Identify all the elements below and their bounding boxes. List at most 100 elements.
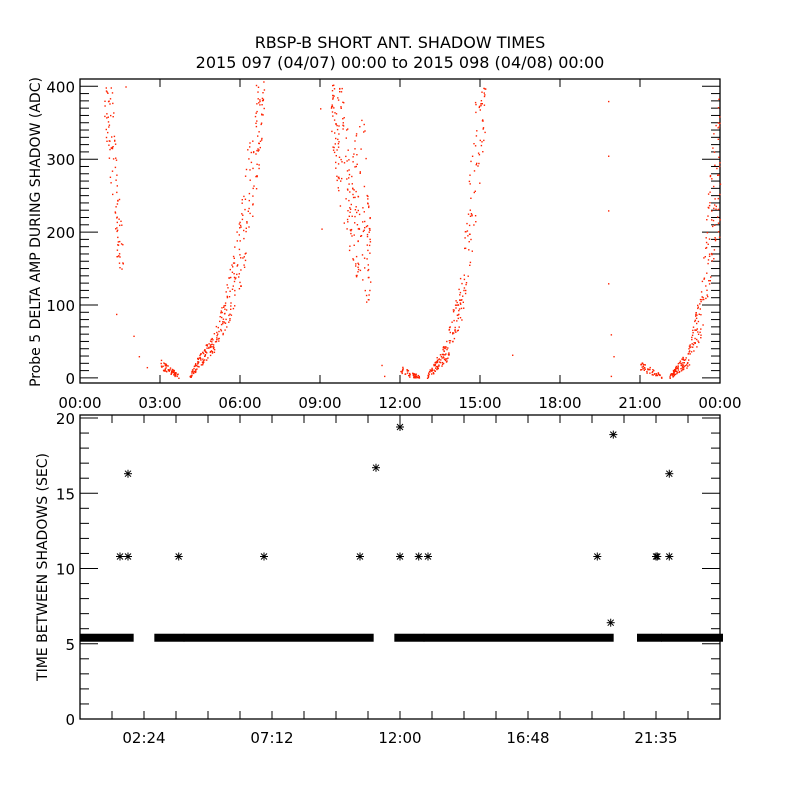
data-point [236, 240, 238, 242]
data-point [173, 372, 175, 374]
data-point [116, 249, 119, 251]
data-point [255, 84, 258, 87]
data-point [413, 375, 415, 378]
data-point [480, 104, 482, 107]
data-point [652, 371, 654, 373]
data-point [713, 207, 715, 210]
data-point [230, 302, 232, 304]
data-point [682, 366, 685, 369]
data-point [407, 370, 410, 372]
data-point [706, 272, 708, 274]
data-point [364, 227, 366, 229]
data-point [212, 344, 215, 346]
data-point [202, 352, 205, 355]
data-point [475, 103, 477, 106]
data-point [354, 215, 356, 218]
data-point [413, 375, 415, 377]
x-tick-label: 21:00 [618, 394, 661, 412]
data-point [112, 158, 115, 160]
data-point [682, 358, 684, 361]
data-point [679, 360, 682, 362]
data-point [483, 104, 486, 106]
data-point [367, 276, 370, 279]
data-point [209, 340, 212, 342]
data-point [243, 264, 245, 266]
data-point [105, 87, 107, 89]
data-point [435, 365, 438, 368]
data-point [649, 366, 651, 369]
data-point [452, 311, 455, 313]
data-point [480, 103, 483, 105]
data-point [447, 347, 449, 349]
data-point [677, 367, 679, 370]
data-point [234, 246, 236, 248]
data-point [117, 244, 119, 246]
data-point [358, 227, 360, 230]
data-point [211, 351, 214, 353]
data-point [381, 364, 383, 367]
data-point [334, 143, 336, 145]
data-point [113, 112, 115, 114]
data-point [331, 105, 334, 108]
data-point [331, 90, 334, 92]
data-point [104, 105, 106, 107]
data-point [458, 288, 460, 291]
data-point [348, 159, 350, 161]
data-point [459, 302, 462, 304]
data-point [107, 92, 109, 94]
data-point [198, 366, 200, 368]
data-point [261, 97, 264, 100]
data-point [229, 319, 231, 322]
data-point [125, 86, 127, 88]
data-point [191, 372, 193, 374]
data-point [457, 304, 460, 306]
data-point [164, 368, 166, 370]
data-point [467, 235, 469, 237]
data-point [710, 252, 713, 255]
data-point [171, 370, 174, 373]
data-point [705, 285, 707, 287]
asterisk-point [593, 552, 602, 561]
data-point [448, 340, 451, 342]
data-point [464, 247, 467, 249]
data-point [339, 205, 342, 207]
data-point [112, 116, 114, 118]
data-point [109, 98, 112, 100]
data-point [259, 99, 261, 101]
data-point [253, 185, 255, 187]
data-point [335, 155, 337, 157]
data-point [715, 124, 717, 127]
data-point [418, 376, 420, 378]
data-point [228, 321, 230, 323]
data-point [357, 271, 359, 273]
data-point [456, 330, 459, 332]
data-point [705, 247, 707, 249]
data-point [257, 86, 260, 88]
data-point [338, 141, 340, 143]
data-point [683, 359, 685, 361]
y-tick-label: 400 [46, 78, 75, 96]
data-point [716, 167, 718, 170]
data-point [467, 275, 469, 277]
data-point [367, 264, 369, 266]
data-point [257, 135, 259, 137]
data-point [249, 142, 251, 144]
data-point [465, 289, 467, 292]
data-point [333, 151, 336, 154]
data-point [469, 209, 471, 211]
data-point [338, 177, 340, 180]
data-point [255, 122, 257, 124]
data-point [468, 241, 470, 243]
data-point [110, 87, 112, 89]
data-point [439, 361, 442, 364]
data-point [646, 372, 648, 374]
data-point [712, 225, 714, 228]
data-point [443, 350, 445, 352]
data-point [474, 145, 477, 147]
data-point [203, 361, 205, 363]
data-point [162, 365, 164, 367]
data-point [672, 373, 675, 375]
data-point [454, 330, 456, 332]
data-point [449, 340, 452, 342]
data-point [120, 220, 122, 222]
